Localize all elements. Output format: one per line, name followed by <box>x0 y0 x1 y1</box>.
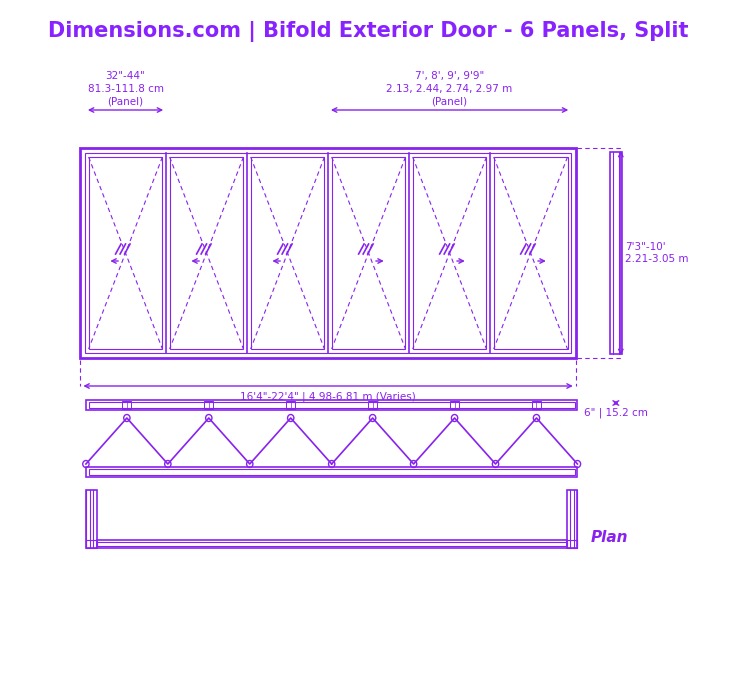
Bar <box>89 402 575 408</box>
Bar <box>331 157 406 349</box>
Bar <box>610 152 622 354</box>
Bar <box>494 157 567 349</box>
Text: Plan: Plan <box>591 530 628 545</box>
Bar <box>567 540 578 548</box>
Bar <box>368 401 377 409</box>
Text: 6" | 15.2 cm: 6" | 15.2 cm <box>584 408 648 418</box>
Bar <box>97 542 567 546</box>
Text: 7'3"-10'
2.21-3.05 m: 7'3"-10' 2.21-3.05 m <box>625 242 689 264</box>
Bar <box>86 467 578 477</box>
Bar <box>170 157 243 349</box>
Bar <box>85 153 571 353</box>
Text: 7', 8', 9', 9'9"
2.13, 2.44, 2.74, 2.97 m
(Panel): 7', 8', 9', 9'9" 2.13, 2.44, 2.74, 2.97 … <box>387 71 513 106</box>
Bar <box>251 157 324 349</box>
Bar <box>97 540 567 548</box>
Text: 32"-44"
81.3-111.8 cm
(Panel): 32"-44" 81.3-111.8 cm (Panel) <box>87 71 163 106</box>
Bar <box>286 401 295 409</box>
Bar <box>204 401 213 409</box>
Bar <box>86 490 97 548</box>
Text: Dimensions.com | Bifold Exterior Door - 6 Panels, Split: Dimensions.com | Bifold Exterior Door - … <box>48 22 688 42</box>
Bar <box>86 540 97 548</box>
Bar <box>567 490 578 548</box>
Text: 16'4"-22'4" | 4.98-6.81 m (Varies): 16'4"-22'4" | 4.98-6.81 m (Varies) <box>240 391 416 401</box>
Bar <box>89 157 162 349</box>
Bar <box>81 148 576 358</box>
Bar <box>450 401 459 409</box>
Bar <box>122 401 132 409</box>
Bar <box>532 401 541 409</box>
Bar <box>89 469 575 475</box>
Bar <box>412 157 487 349</box>
Bar <box>86 400 578 410</box>
